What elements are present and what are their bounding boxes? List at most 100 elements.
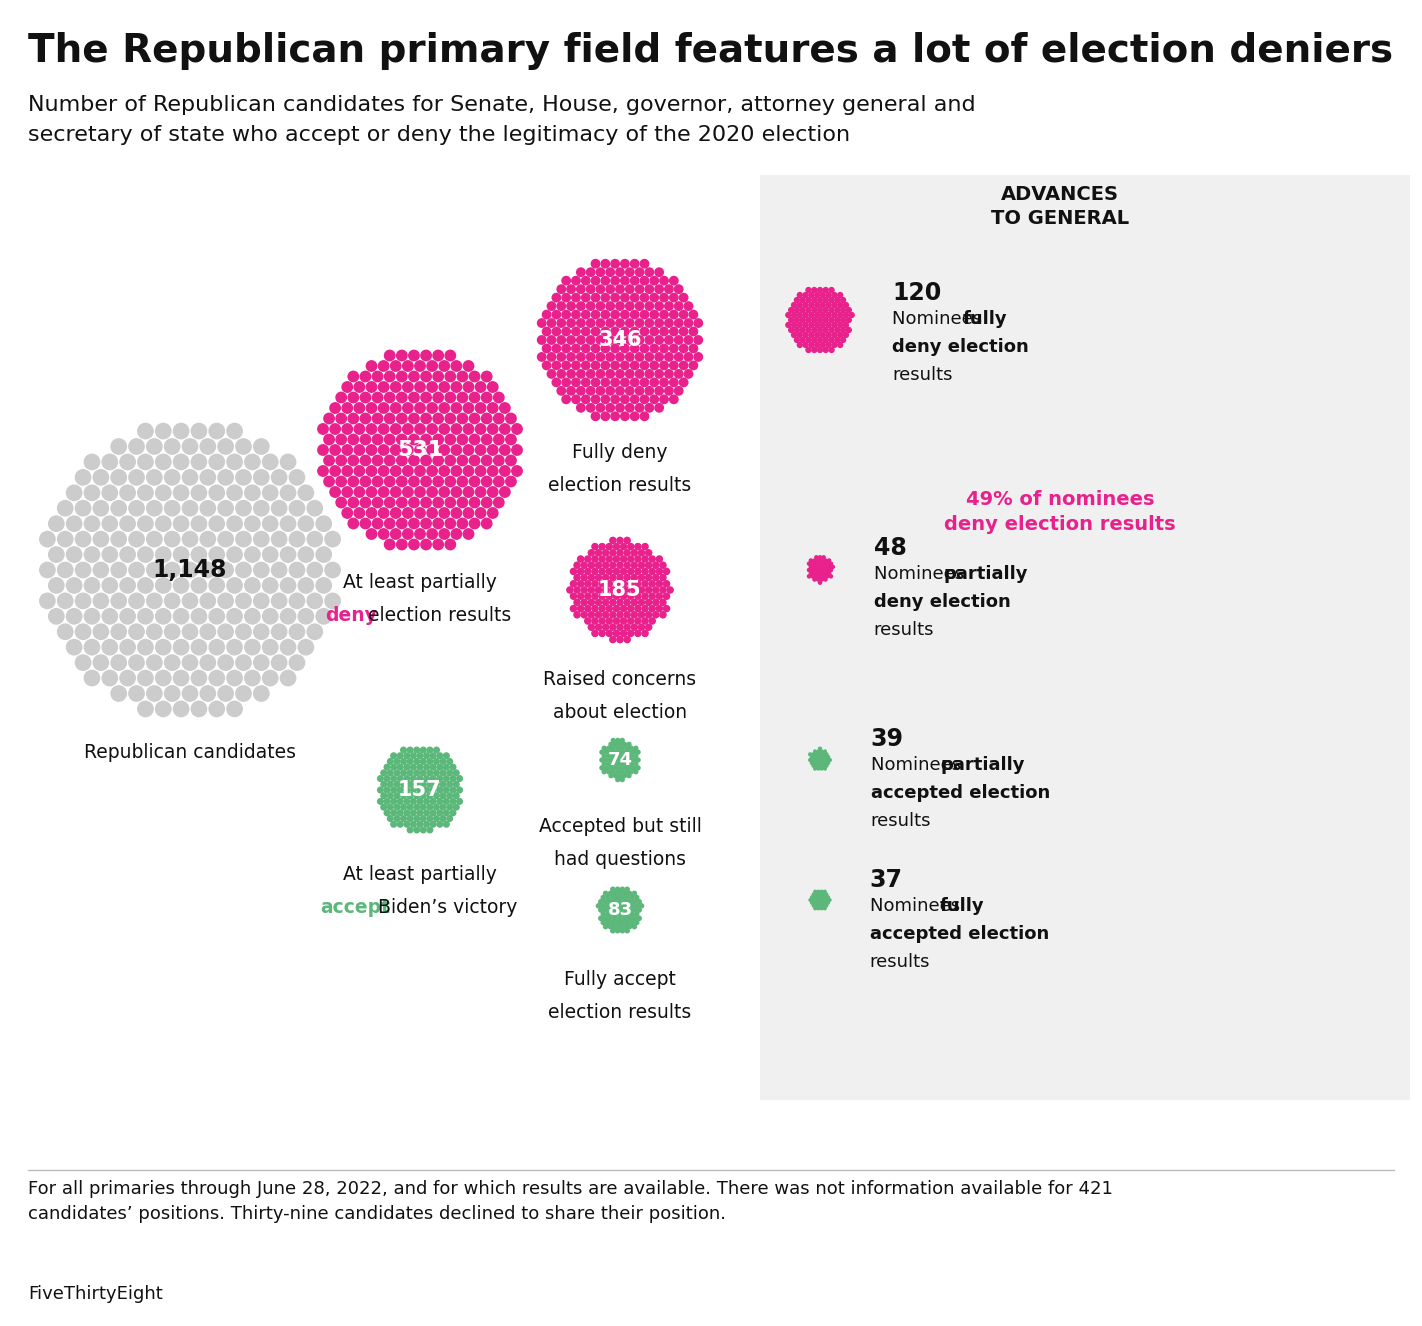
Circle shape bbox=[427, 424, 438, 434]
Circle shape bbox=[825, 894, 828, 896]
Text: Raised concerns: Raised concerns bbox=[543, 670, 697, 690]
Circle shape bbox=[384, 392, 395, 403]
Circle shape bbox=[616, 747, 620, 751]
Circle shape bbox=[606, 544, 613, 550]
Circle shape bbox=[829, 338, 835, 342]
Circle shape bbox=[674, 353, 683, 361]
Circle shape bbox=[538, 318, 546, 328]
Circle shape bbox=[562, 395, 570, 403]
Circle shape bbox=[627, 924, 631, 928]
Circle shape bbox=[102, 546, 118, 562]
Circle shape bbox=[427, 444, 438, 455]
Circle shape bbox=[813, 756, 816, 758]
Circle shape bbox=[48, 516, 64, 532]
Circle shape bbox=[547, 353, 556, 361]
Circle shape bbox=[584, 606, 592, 611]
Circle shape bbox=[846, 328, 852, 333]
Circle shape bbox=[538, 353, 546, 361]
Circle shape bbox=[620, 618, 627, 625]
Circle shape bbox=[606, 335, 614, 345]
Circle shape bbox=[620, 630, 627, 636]
Circle shape bbox=[646, 285, 654, 293]
Circle shape bbox=[427, 770, 432, 776]
Circle shape bbox=[499, 465, 510, 476]
Circle shape bbox=[592, 378, 600, 387]
Circle shape bbox=[609, 774, 613, 777]
Circle shape bbox=[620, 739, 624, 743]
Circle shape bbox=[611, 345, 620, 353]
Circle shape bbox=[173, 578, 189, 593]
Circle shape bbox=[165, 501, 179, 516]
Circle shape bbox=[823, 890, 826, 894]
Circle shape bbox=[670, 361, 678, 370]
Circle shape bbox=[102, 516, 118, 532]
Circle shape bbox=[592, 606, 599, 611]
Circle shape bbox=[324, 435, 334, 444]
Circle shape bbox=[626, 268, 634, 276]
Circle shape bbox=[816, 560, 819, 562]
Circle shape bbox=[602, 328, 610, 335]
Circle shape bbox=[272, 469, 287, 485]
Circle shape bbox=[823, 297, 828, 302]
Circle shape bbox=[813, 907, 816, 910]
Circle shape bbox=[209, 701, 225, 716]
Circle shape bbox=[674, 370, 683, 378]
Circle shape bbox=[803, 342, 808, 347]
Circle shape bbox=[75, 562, 91, 578]
Circle shape bbox=[619, 774, 621, 777]
Text: At least partially: At least partially bbox=[343, 866, 496, 884]
Circle shape bbox=[589, 574, 594, 581]
Circle shape bbox=[616, 904, 620, 908]
Circle shape bbox=[670, 293, 678, 302]
Circle shape bbox=[191, 455, 206, 469]
Circle shape bbox=[829, 758, 832, 761]
Text: results: results bbox=[870, 813, 931, 830]
Circle shape bbox=[343, 508, 353, 518]
Circle shape bbox=[637, 908, 641, 912]
Text: election results: election results bbox=[549, 476, 691, 495]
Circle shape bbox=[307, 562, 323, 578]
Circle shape bbox=[633, 891, 637, 895]
Circle shape bbox=[684, 318, 693, 328]
Circle shape bbox=[469, 476, 479, 487]
Circle shape bbox=[336, 392, 347, 403]
Circle shape bbox=[415, 529, 425, 540]
Circle shape bbox=[813, 578, 816, 581]
Circle shape bbox=[567, 302, 576, 310]
Circle shape bbox=[636, 353, 644, 361]
Circle shape bbox=[616, 403, 624, 412]
Circle shape bbox=[417, 821, 422, 827]
Circle shape bbox=[637, 916, 641, 920]
Circle shape bbox=[330, 465, 340, 476]
Circle shape bbox=[613, 630, 620, 636]
Circle shape bbox=[828, 572, 830, 574]
Circle shape bbox=[806, 288, 811, 293]
Circle shape bbox=[592, 361, 600, 370]
Circle shape bbox=[606, 895, 610, 899]
Circle shape bbox=[620, 593, 627, 599]
Circle shape bbox=[840, 317, 846, 322]
Circle shape bbox=[272, 655, 287, 670]
Circle shape bbox=[155, 639, 171, 655]
Circle shape bbox=[613, 743, 617, 747]
Circle shape bbox=[582, 378, 590, 387]
Circle shape bbox=[606, 353, 614, 361]
Circle shape bbox=[811, 562, 815, 565]
Circle shape bbox=[316, 516, 331, 532]
Circle shape bbox=[656, 285, 663, 293]
Circle shape bbox=[806, 308, 811, 313]
Circle shape bbox=[236, 439, 252, 455]
Circle shape bbox=[620, 328, 629, 335]
Circle shape bbox=[604, 758, 609, 762]
Circle shape bbox=[610, 562, 616, 569]
Circle shape bbox=[623, 899, 627, 904]
Circle shape bbox=[599, 556, 606, 562]
Circle shape bbox=[454, 805, 459, 810]
Circle shape bbox=[820, 322, 825, 328]
Circle shape bbox=[427, 793, 432, 798]
Circle shape bbox=[826, 333, 830, 337]
Circle shape bbox=[592, 345, 600, 353]
Circle shape bbox=[626, 887, 630, 891]
Circle shape bbox=[798, 333, 802, 337]
Circle shape bbox=[640, 310, 648, 318]
